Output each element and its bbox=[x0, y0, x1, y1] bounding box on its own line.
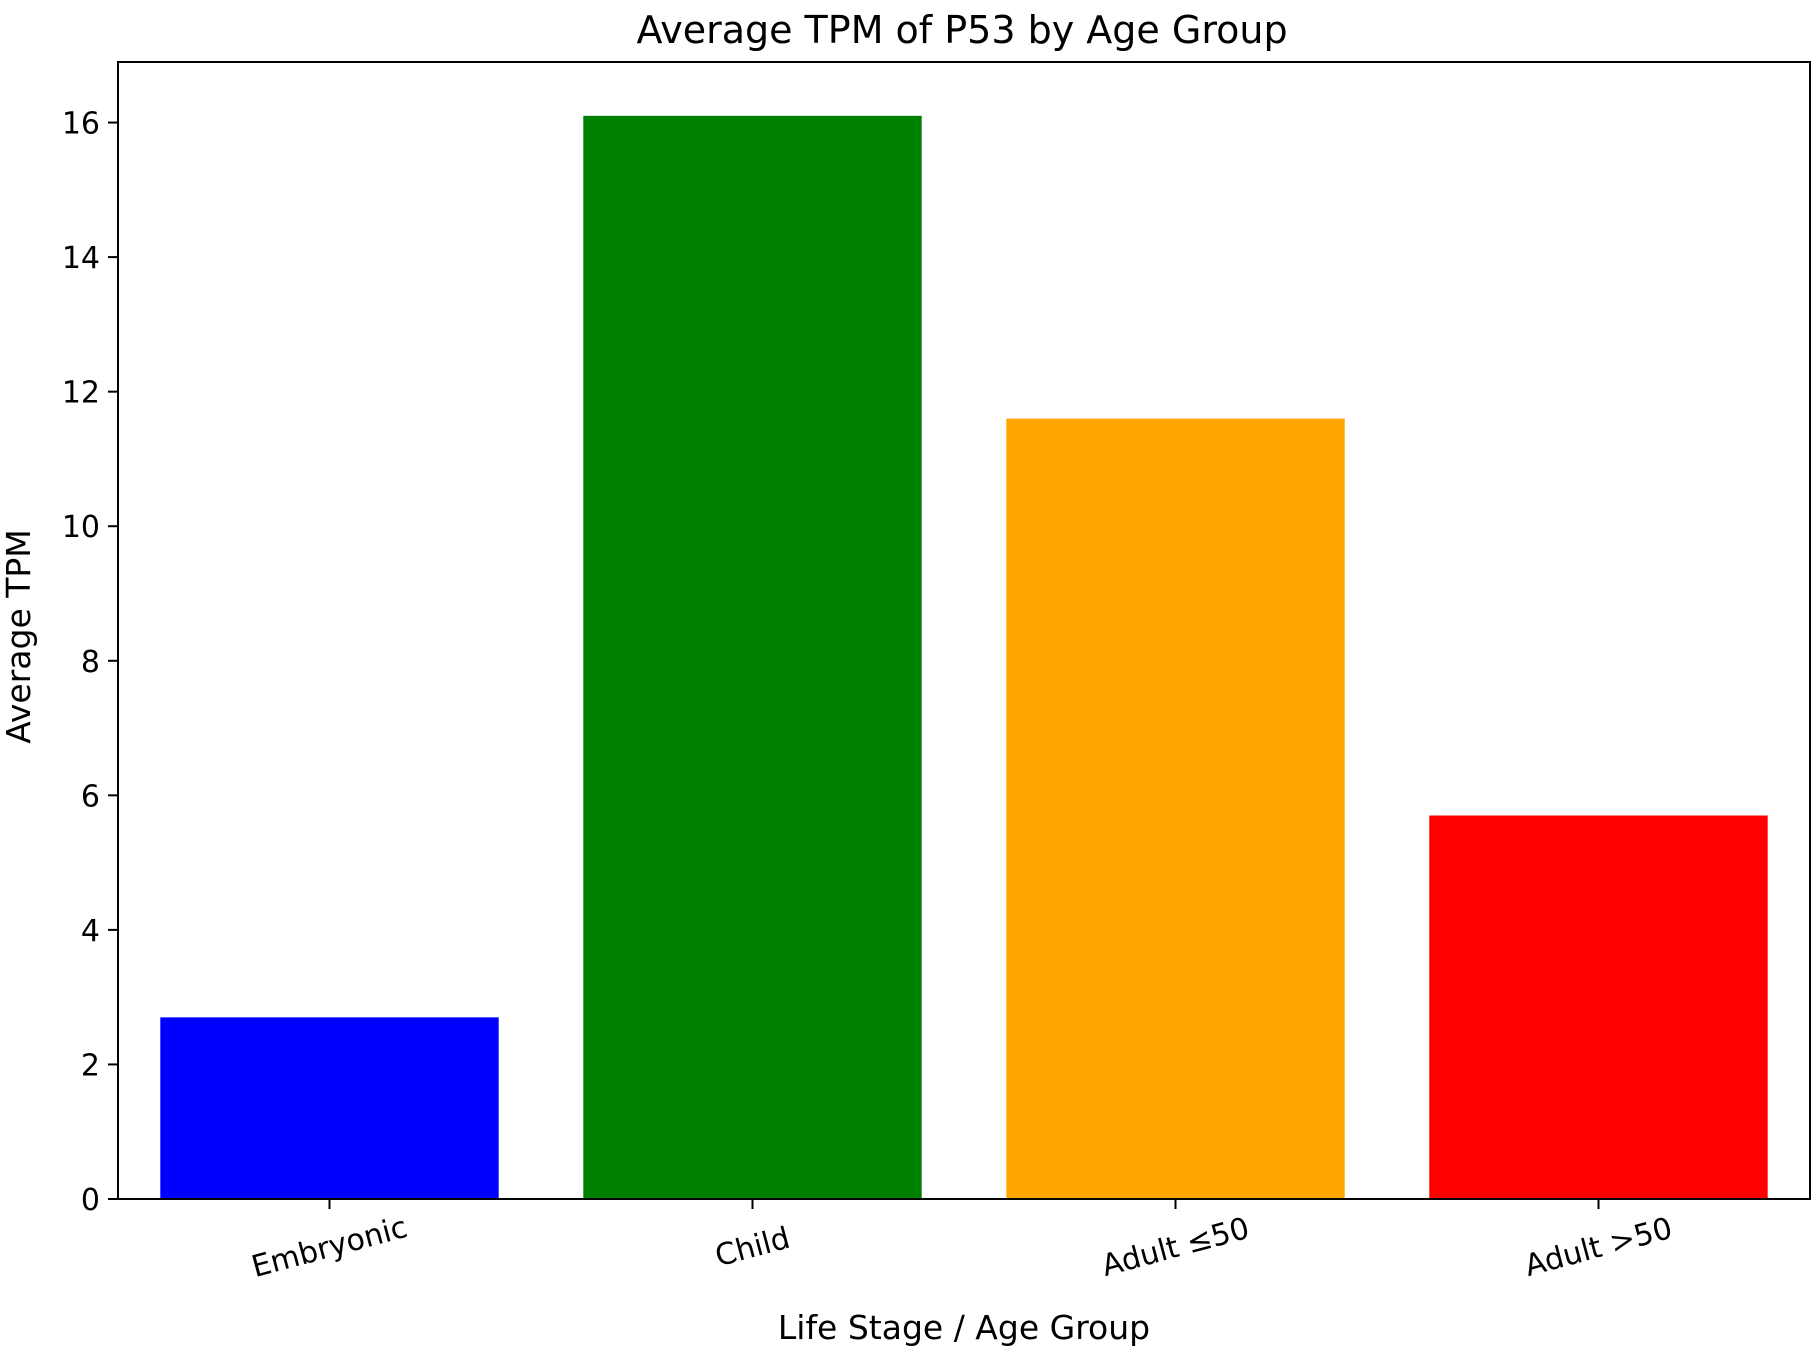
x-axis: Embryonic Child Adult ≤50 Adult >50 bbox=[248, 1199, 1676, 1285]
x-tick-label: Adult ≤50 bbox=[1098, 1211, 1253, 1284]
y-tick-label: 14 bbox=[62, 241, 100, 276]
bar-3 bbox=[1429, 815, 1768, 1199]
bars-group bbox=[160, 115, 1768, 1199]
x-axis-label: Life Stage / Age Group bbox=[778, 1308, 1150, 1347]
bar-1 bbox=[583, 115, 922, 1199]
y-tick-label: 2 bbox=[81, 1048, 100, 1083]
chart-title: Average TPM of P53 by Age Group bbox=[636, 8, 1287, 52]
plot-frame bbox=[117, 61, 1811, 1200]
y-tick-label: 0 bbox=[81, 1183, 100, 1218]
bar-2 bbox=[1006, 418, 1345, 1199]
x-tick-label: Child bbox=[712, 1221, 794, 1274]
y-axis-label: Average TPM bbox=[0, 529, 38, 744]
x-tick-label: Adult >50 bbox=[1521, 1211, 1676, 1284]
y-tick-label: 8 bbox=[81, 645, 100, 680]
y-tick-label: 16 bbox=[62, 107, 100, 142]
y-tick-label: 10 bbox=[62, 510, 100, 545]
x-tick-label: Embryonic bbox=[248, 1210, 411, 1285]
y-tick-label: 6 bbox=[81, 779, 100, 814]
y-tick-label: 12 bbox=[62, 376, 100, 411]
y-axis: 0 2 4 6 8 10 12 14 16 bbox=[62, 107, 118, 1218]
bar-0 bbox=[160, 1017, 499, 1199]
y-tick-label: 4 bbox=[81, 914, 100, 949]
